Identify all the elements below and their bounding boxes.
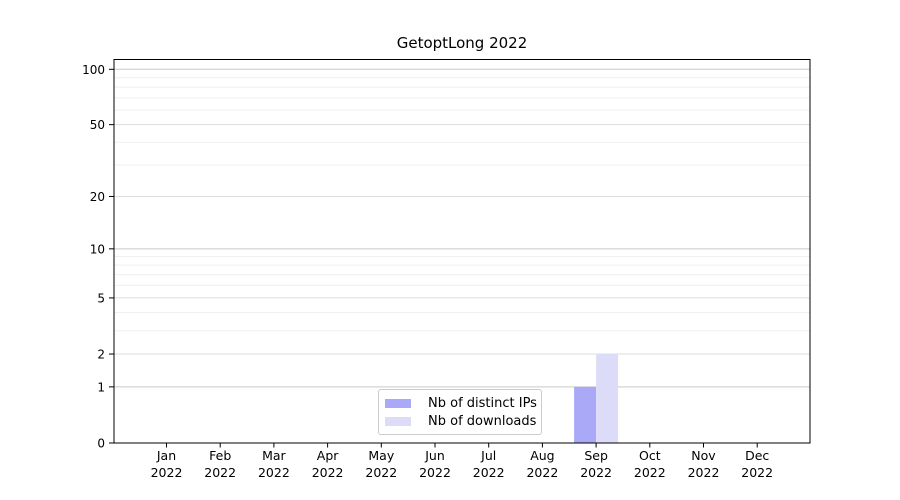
legend-swatch-downloads xyxy=(385,416,411,426)
y-tick-label: 2 xyxy=(97,348,105,362)
y-tick-label: 0 xyxy=(97,437,105,451)
legend-label: Nb of downloads xyxy=(428,413,537,429)
x-tick-label: Jan 2022 xyxy=(151,448,183,480)
x-tick-label: Sep 2022 xyxy=(580,448,612,480)
y-tick-label: 20 xyxy=(90,190,105,204)
x-tick-label: May 2022 xyxy=(365,448,397,480)
x-tick-label: Dec 2022 xyxy=(741,448,773,480)
legend-item: Nb of downloads xyxy=(385,413,537,430)
legend-label: Nb of distinct IPs xyxy=(428,395,537,411)
plot-frame xyxy=(113,59,811,444)
x-tick-label: Aug 2022 xyxy=(526,448,558,480)
bar-distinct-ips xyxy=(574,386,597,443)
x-tick-label: Oct 2022 xyxy=(634,448,666,480)
x-tick-label: Feb 2022 xyxy=(204,448,236,480)
legend-item: Nb of distinct IPs xyxy=(385,395,537,412)
legend: Nb of distinct IPs Nb of downloads xyxy=(378,389,542,435)
x-tick-label: Apr 2022 xyxy=(312,448,344,480)
legend-swatch-distinct-ips xyxy=(385,398,411,408)
x-tick-label: Jun 2022 xyxy=(419,448,451,480)
y-tick-label: 10 xyxy=(90,242,105,256)
chart-title: GetoptLong 2022 xyxy=(396,34,528,52)
x-tick-label: Nov 2022 xyxy=(688,448,720,480)
bar-downloads xyxy=(596,354,619,443)
y-tick-label: 1 xyxy=(97,380,105,394)
y-tick-label: 5 xyxy=(97,291,105,305)
x-tick-label: Mar 2022 xyxy=(258,448,290,480)
y-tick-label: 100 xyxy=(82,63,105,77)
y-tick-label: 50 xyxy=(90,118,105,132)
x-tick-label: Jul 2022 xyxy=(473,448,505,480)
